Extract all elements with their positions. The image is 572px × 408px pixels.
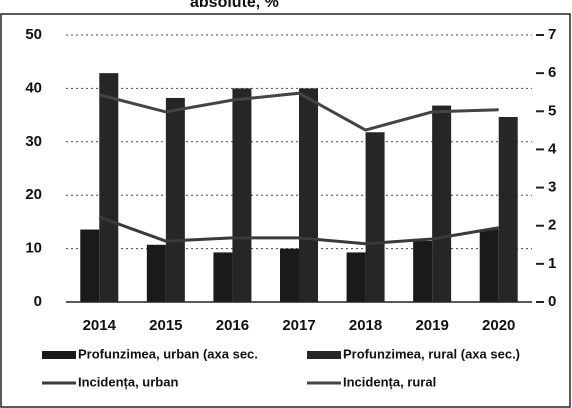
bar (346, 252, 366, 302)
bar (280, 248, 299, 302)
legend-label: Profunzimea, urban (axa sec. (78, 346, 258, 361)
bar (498, 117, 518, 302)
y2-tick-label: 2 (548, 217, 556, 234)
bar (479, 229, 499, 302)
y-tick-label: 50 (25, 26, 42, 43)
x-tick-label: 2014 (83, 317, 117, 334)
bar (413, 240, 433, 302)
x-tick-label: 2016 (216, 317, 249, 334)
chart-title: absolute, % (190, 0, 279, 11)
y-tick-label: 10 (25, 240, 42, 257)
y-tick-label: 0 (34, 293, 42, 310)
line (98, 91, 499, 132)
y2-tick-label: 5 (548, 102, 556, 119)
bar (299, 88, 318, 303)
legend-swatch (42, 351, 76, 359)
bar (146, 244, 166, 302)
legend-label: Profunzimea, rural (axa sec.) (343, 346, 520, 361)
y2-tick-label: 1 (548, 255, 556, 272)
y-tick-label: 20 (25, 186, 42, 203)
y2-tick-label: 7 (548, 26, 556, 43)
line (98, 215, 499, 246)
legend-swatch (307, 351, 341, 359)
bar (99, 73, 119, 303)
x-tick-label: 2017 (282, 317, 315, 334)
bar (165, 97, 185, 302)
legend-label: Incidența, rural (343, 374, 436, 389)
y2-tick-label: 4 (548, 140, 557, 157)
legend-label: Incidența, urban (78, 374, 178, 389)
x-tick-label: 2015 (149, 317, 182, 334)
x-tick-label: 2018 (349, 317, 382, 334)
x-tick-label: 2019 (415, 317, 448, 334)
y2-tick-label: 0 (548, 293, 556, 310)
bar (365, 132, 385, 302)
y-tick-label: 30 (25, 133, 42, 150)
y2-tick-label: 6 (548, 64, 556, 81)
chart-border (0, 13, 571, 408)
bar (80, 229, 100, 302)
y-tick-label: 40 (25, 79, 42, 96)
bar (213, 252, 233, 302)
bar (232, 88, 252, 303)
x-tick-label: 2020 (482, 317, 515, 334)
y2-tick-label: 3 (548, 179, 556, 196)
bar (432, 105, 452, 302)
